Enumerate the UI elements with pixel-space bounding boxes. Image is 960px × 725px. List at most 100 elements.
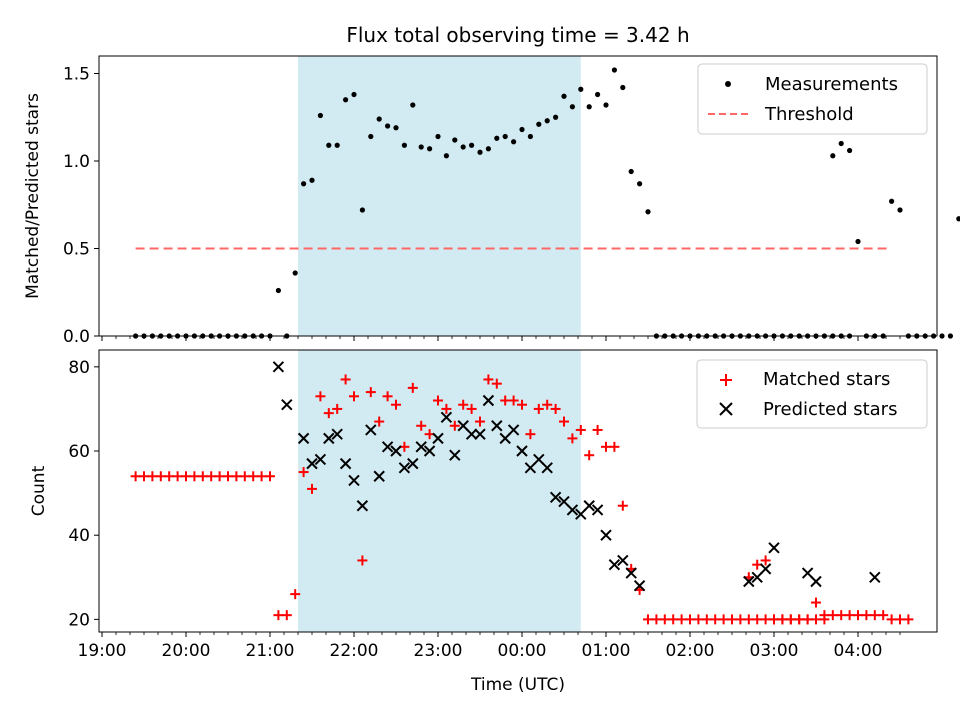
bottom-highlight-span bbox=[298, 350, 581, 632]
matched-star-point bbox=[433, 395, 443, 406]
measurement-point bbox=[443, 153, 449, 159]
predicted-star-point bbox=[810, 575, 822, 588]
x-tick-label: 23:00 bbox=[414, 641, 463, 661]
measurement-point bbox=[317, 112, 323, 119]
measurement-point bbox=[494, 135, 500, 141]
measurement-point bbox=[469, 142, 475, 148]
matched-star-point bbox=[827, 610, 838, 621]
predicted-star-point bbox=[591, 504, 604, 516]
matched-star-point bbox=[659, 614, 670, 625]
bottom-legend: Matched stars Predicted stars bbox=[696, 359, 928, 429]
legend-measurements-label: Measurements bbox=[765, 74, 898, 95]
predicted-star-point bbox=[415, 441, 427, 453]
bot-y-tick-label: 80 bbox=[68, 358, 90, 378]
top-chart-panel: 0.0 0.5 1.0 1.5 Matched/Predicted stars Mea… bbox=[23, 55, 960, 347]
matched-star-point bbox=[710, 614, 721, 625]
measurement-point bbox=[519, 126, 525, 133]
matched-star-point bbox=[139, 471, 149, 482]
top-y-axis-label: Matched/Predicted stars bbox=[23, 93, 43, 299]
predicted-star-point bbox=[768, 542, 780, 554]
matched-star-point bbox=[357, 555, 368, 566]
matched-star-point bbox=[374, 416, 385, 427]
x-tick-label: 19:00 bbox=[78, 641, 127, 661]
matched-star-point bbox=[550, 403, 561, 414]
matched-star-point bbox=[592, 424, 603, 435]
predicted-star-point bbox=[432, 432, 444, 445]
matched-star-point bbox=[491, 378, 502, 389]
matched-star-point bbox=[567, 433, 578, 444]
predicted-star-point bbox=[608, 558, 621, 571]
legend-predicted-label: Predicted stars bbox=[763, 399, 897, 420]
bottom-chart-panel: 20 40 60 80 19:00 20:00 21:00 22:00 23:00 00:00 0… bbox=[29, 349, 938, 695]
predicted-star-point bbox=[373, 470, 385, 482]
figure-title: Flux total observing time = 3.42 h bbox=[346, 23, 689, 47]
matched-star-point bbox=[769, 614, 779, 625]
matched-star-point bbox=[214, 471, 225, 482]
top-y-tick-label: 1.0 bbox=[63, 152, 90, 172]
x-tick-label: 03:00 bbox=[750, 641, 799, 661]
matched-star-point bbox=[307, 483, 317, 494]
predicted-star-point bbox=[365, 424, 377, 436]
measurement-point bbox=[452, 137, 458, 143]
predicted-star-point bbox=[507, 424, 520, 436]
measurement-point bbox=[897, 207, 903, 213]
matched-star-point bbox=[130, 471, 141, 482]
matched-star-point bbox=[407, 382, 418, 393]
matched-star-point bbox=[500, 395, 511, 406]
predicted-star-point bbox=[516, 445, 528, 457]
top-highlight-span bbox=[298, 56, 581, 336]
measurement-point bbox=[536, 121, 542, 127]
predicted-star-point bbox=[491, 420, 503, 432]
measurement-point bbox=[435, 133, 441, 140]
matched-star-point bbox=[298, 467, 309, 478]
predicted-star-point bbox=[281, 399, 293, 411]
measurement-point bbox=[301, 181, 307, 187]
predicted-star-point bbox=[524, 462, 537, 474]
matched-star-point bbox=[794, 614, 805, 625]
top-y-tick-label: 1.5 bbox=[63, 65, 90, 85]
matched-star-point bbox=[609, 441, 620, 452]
measurement-point bbox=[502, 133, 508, 140]
predicted-star-point bbox=[583, 500, 595, 512]
predicted-star-point bbox=[743, 575, 755, 588]
predicted-star-point bbox=[423, 445, 436, 457]
matched-star-point bbox=[643, 614, 653, 625]
top-y-ticks: 0.0 0.5 1.0 1.5 bbox=[63, 65, 99, 347]
predicted-star-point bbox=[759, 563, 772, 575]
measurement-point bbox=[309, 177, 315, 183]
measurement-point bbox=[485, 146, 491, 152]
matched-star-point bbox=[155, 471, 166, 482]
matched-star-point bbox=[197, 471, 208, 482]
measurement-point bbox=[359, 207, 365, 213]
x-tick-label: 02:00 bbox=[666, 641, 715, 661]
legend-measurements-marker bbox=[725, 81, 731, 87]
matched-star-point bbox=[651, 614, 662, 625]
measurement-point bbox=[292, 270, 298, 276]
matched-star-point bbox=[391, 399, 401, 410]
matched-star-point bbox=[332, 403, 343, 414]
measurement-point bbox=[956, 216, 960, 222]
matched-star-point bbox=[475, 416, 485, 427]
predicted-star-point bbox=[566, 504, 579, 516]
measurement-point bbox=[889, 198, 895, 204]
predicted-star-point bbox=[339, 457, 352, 470]
predicted-star-point bbox=[390, 445, 402, 457]
predicted-star-point bbox=[314, 453, 327, 466]
measurement-point bbox=[385, 123, 391, 129]
matched-star-point bbox=[811, 597, 821, 608]
matched-star-point bbox=[584, 450, 595, 461]
matched-star-point bbox=[844, 610, 855, 621]
matched-star-point bbox=[181, 471, 191, 482]
matched-star-point bbox=[147, 471, 158, 482]
measurement-point bbox=[939, 333, 945, 339]
matched-star-point bbox=[449, 420, 460, 431]
matched-star-point bbox=[466, 403, 477, 414]
predicted-star-point bbox=[356, 500, 369, 512]
measurement-point bbox=[401, 142, 407, 148]
predicted-star-point bbox=[633, 579, 646, 592]
measurement-point bbox=[418, 144, 424, 150]
measurement-point bbox=[326, 142, 332, 148]
x-tick-label: 01:00 bbox=[582, 641, 631, 661]
measurement-point bbox=[544, 118, 550, 124]
